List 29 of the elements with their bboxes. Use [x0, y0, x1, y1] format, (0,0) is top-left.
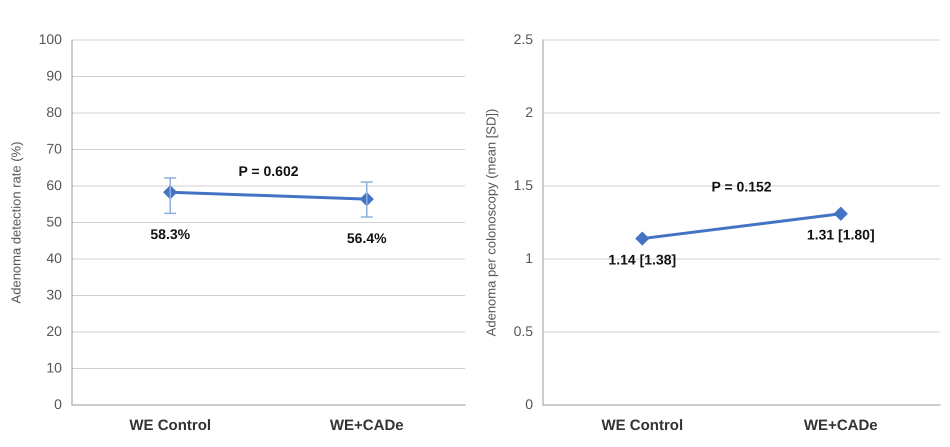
y-tick-label: 100	[38, 30, 62, 47]
data-label: 58.3%	[150, 226, 191, 242]
data-label: 1.14 [1.38]	[608, 251, 676, 268]
y-tick-label: 0	[54, 396, 62, 412]
y-tick-label: 30	[46, 286, 62, 302]
y-tick-label: 0.5	[514, 322, 534, 339]
annotation: P = 0.152	[711, 178, 772, 195]
x-tick-label: WE+CADe	[804, 417, 878, 434]
y-tick-label: 50	[46, 213, 62, 230]
y-tick-label: 1.5	[514, 176, 534, 193]
data-label: 1.31 [1.80]	[806, 226, 875, 243]
y-axis-title: Adenoma per colonoscopy (mean [SD])	[483, 108, 498, 336]
annotation: P = 0.602	[238, 162, 299, 179]
y-tick-label: 1	[525, 250, 534, 266]
x-tick-label: WE Control	[129, 417, 212, 434]
x-tick-label: WE+CADe	[330, 417, 404, 434]
data-label: 56.4%	[346, 230, 388, 246]
y-tick-label: 40	[46, 250, 62, 266]
y-tick-label: 70	[46, 140, 62, 156]
y-tick-label: 2	[525, 104, 534, 120]
y-tick-label: 80	[46, 104, 62, 120]
x-tick-label: WE Control	[601, 417, 684, 434]
y-axis-title: Adenoma detection rate (%)	[8, 142, 24, 304]
y-tick-label: 20	[46, 322, 62, 339]
y-tick-label: 90	[46, 67, 62, 84]
y-tick-label: 2.5	[514, 30, 534, 47]
y-tick-label: 10	[46, 359, 62, 376]
y-tick-label: 0	[525, 396, 534, 412]
y-tick-label: 60	[46, 176, 62, 193]
